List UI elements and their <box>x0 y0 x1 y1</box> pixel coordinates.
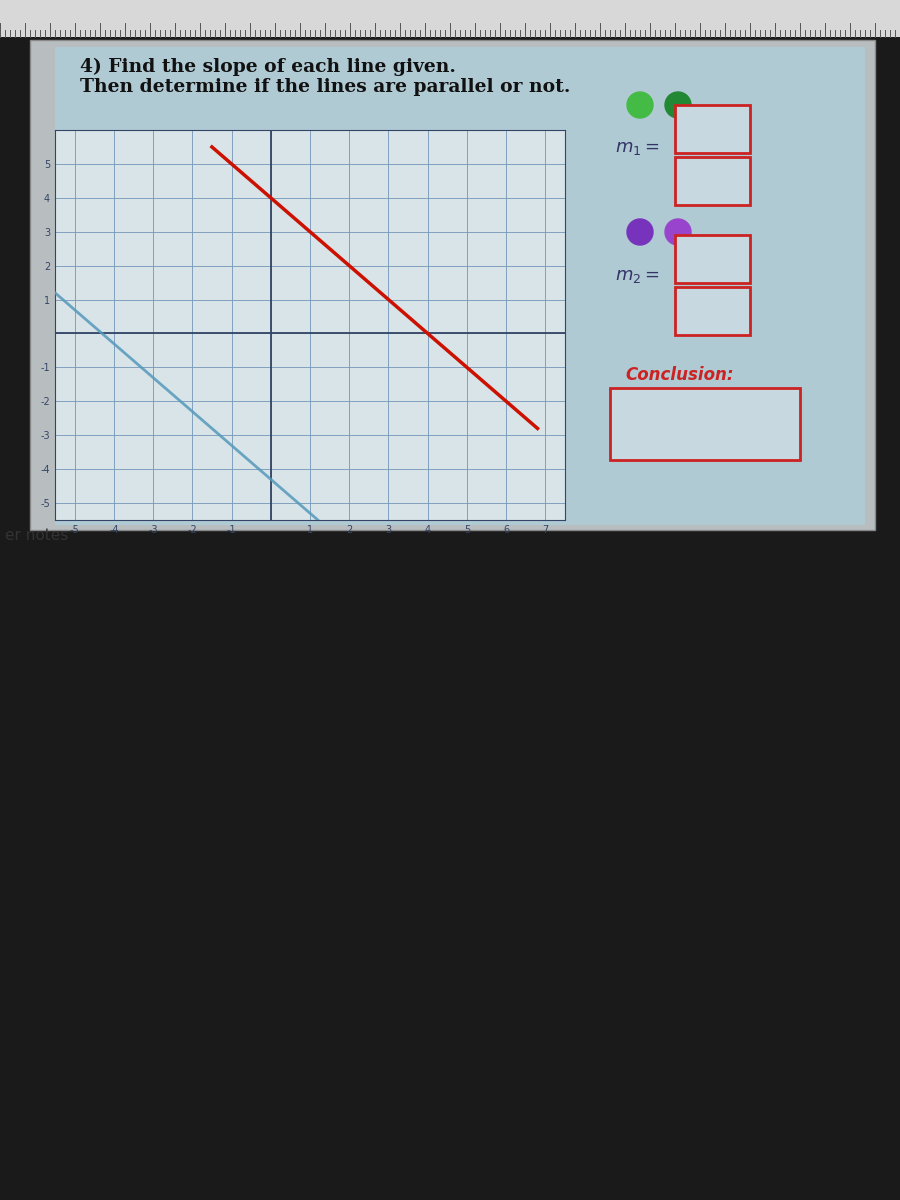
Text: $m_2=$: $m_2=$ <box>615 266 660 284</box>
Text: $m_1=$: $m_1=$ <box>615 139 660 157</box>
FancyBboxPatch shape <box>55 47 865 526</box>
Text: er notes: er notes <box>5 528 68 542</box>
Text: 4) Find the slope of each line given.: 4) Find the slope of each line given. <box>80 58 456 76</box>
Text: Conclusion:: Conclusion: <box>625 366 733 384</box>
FancyBboxPatch shape <box>675 104 750 152</box>
FancyBboxPatch shape <box>610 388 800 460</box>
Text: Then determine if the lines are parallel or not.: Then determine if the lines are parallel… <box>80 78 571 96</box>
Circle shape <box>665 92 691 118</box>
Circle shape <box>627 92 653 118</box>
Circle shape <box>665 218 691 245</box>
Circle shape <box>627 218 653 245</box>
FancyBboxPatch shape <box>675 235 750 283</box>
FancyBboxPatch shape <box>0 0 900 37</box>
FancyBboxPatch shape <box>30 40 875 530</box>
FancyBboxPatch shape <box>675 287 750 335</box>
FancyBboxPatch shape <box>675 157 750 205</box>
